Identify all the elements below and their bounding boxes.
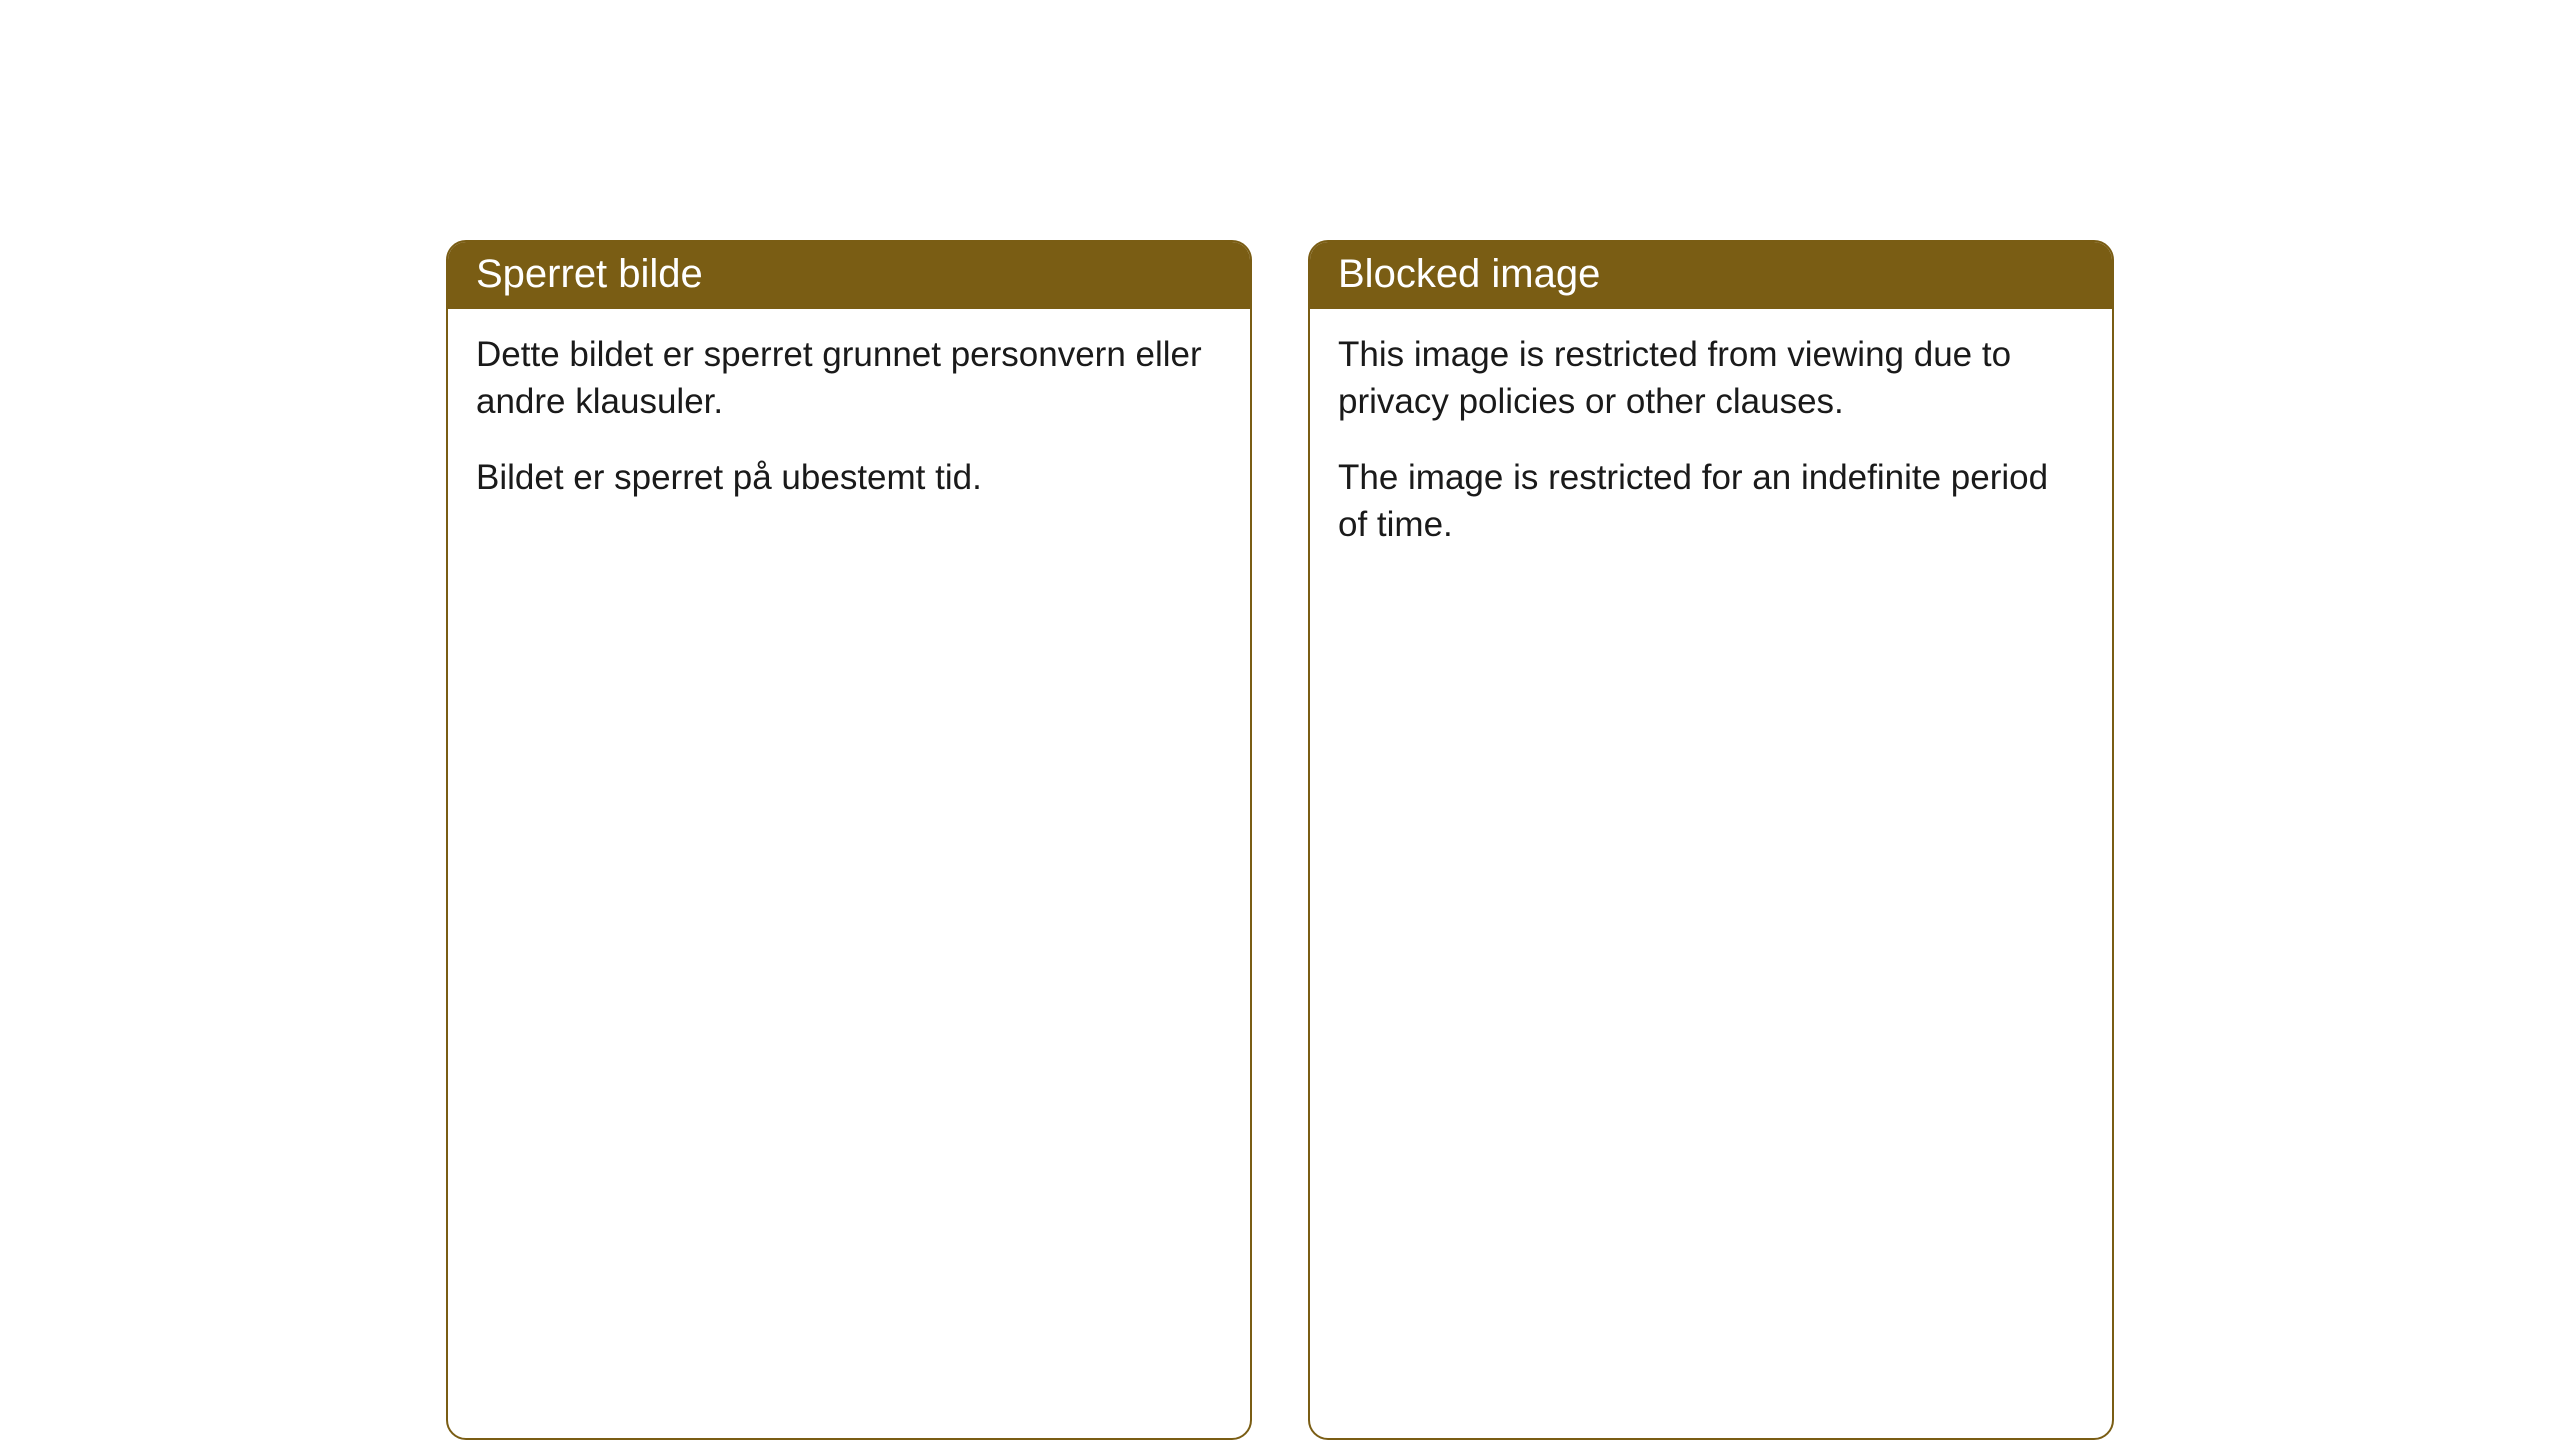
card-paragraph: This image is restricted from viewing du… — [1338, 331, 2084, 426]
card-english: Blocked image This image is restricted f… — [1308, 240, 2114, 1440]
card-header: Sperret bilde — [448, 242, 1250, 309]
card-title: Blocked image — [1338, 252, 1600, 296]
card-body: Dette bildet er sperret grunnet personve… — [448, 309, 1250, 539]
card-paragraph: Dette bildet er sperret grunnet personve… — [476, 331, 1222, 426]
card-header: Blocked image — [1310, 242, 2112, 309]
card-body: This image is restricted from viewing du… — [1310, 309, 2112, 586]
card-paragraph: The image is restricted for an indefinit… — [1338, 454, 2084, 549]
card-title: Sperret bilde — [476, 252, 703, 296]
card-norwegian: Sperret bilde Dette bildet er sperret gr… — [446, 240, 1252, 1440]
card-paragraph: Bildet er sperret på ubestemt tid. — [476, 454, 1222, 501]
cards-container: Sperret bilde Dette bildet er sperret gr… — [446, 240, 2114, 1440]
